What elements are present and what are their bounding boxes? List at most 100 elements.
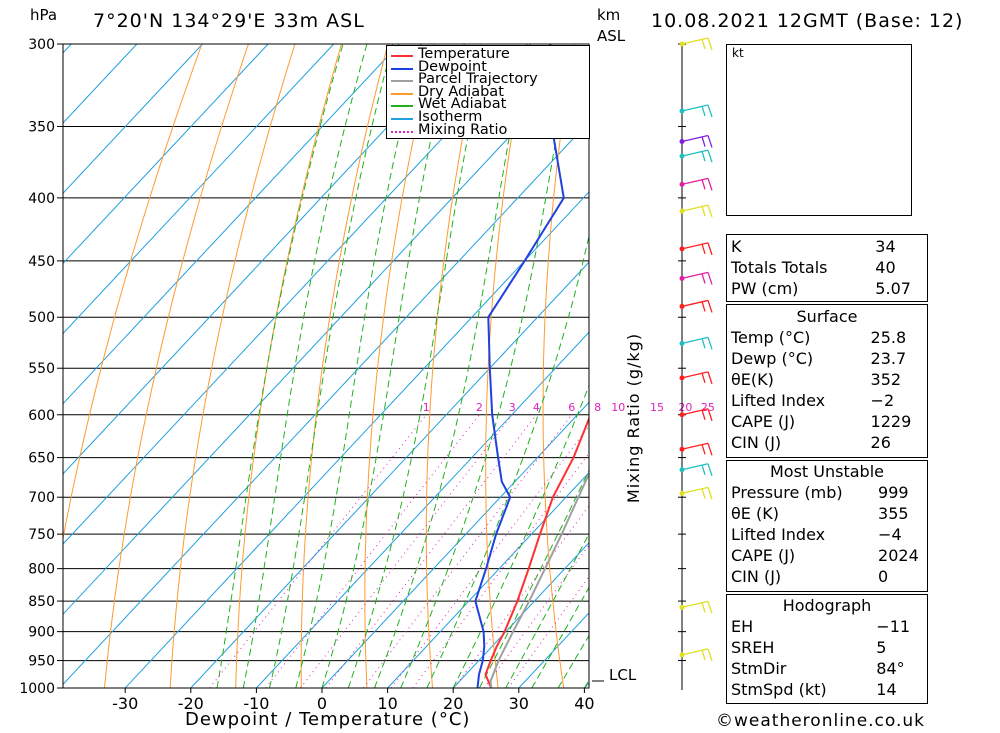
temperature-tick-label: 30 [509, 694, 529, 713]
mixing-ratio-label: 4 [533, 401, 540, 414]
wind-barb-flag [701, 105, 706, 117]
wet-adiabat-line [374, 44, 528, 688]
index-value: 1229 [870, 412, 912, 431]
credit-link[interactable]: ©weatheronline.co.uk [716, 711, 926, 731]
legend-swatch-dry_adiabat [391, 92, 413, 95]
hodograph-indices-box: Hodograph EH −11 SREH 5 StmDir 84° StmSpd (kt)… [726, 594, 928, 704]
wind-barb-flag [707, 408, 713, 421]
index-value: 999 [878, 483, 909, 502]
wind-barb-flag [701, 243, 706, 255]
index-value: 5.07 [875, 279, 911, 298]
mixing-ratio-line [453, 505, 589, 688]
index-label: Pressure (mb) [731, 483, 843, 502]
index-label: CAPE (J) [731, 412, 796, 431]
wind-barb-flag [707, 149, 713, 163]
index-value: 26 [870, 433, 891, 452]
index-row: StmSpd (kt) 14 [727, 679, 927, 700]
mixing-ratio-label: 25 [701, 401, 715, 414]
index-value: 355 [878, 504, 909, 523]
index-row: Pressure (mb) 999 [727, 482, 927, 503]
wind-barb-shaft [681, 408, 709, 416]
isotherm-line [63, 50, 589, 615]
pressure-tick-label: 1000 [19, 681, 55, 697]
wind-barb-shaft [681, 204, 709, 212]
legend-label-dry_adiabat: Dry Adiabat [418, 83, 504, 100]
index-value: 352 [870, 370, 902, 389]
wind-barb-flag [707, 300, 713, 313]
legend-swatch-mixing_ratio [391, 130, 413, 133]
isotherm-line [124, 191, 589, 688]
pressure-tick-label: 900 [28, 625, 55, 641]
pressure-tick-label: 800 [28, 562, 55, 578]
wet-adiabat-line [295, 44, 422, 688]
wind-barb-flag [707, 204, 713, 218]
isotherm-line [321, 401, 589, 688]
isotherm-line [63, 44, 531, 545]
pressure-tick-label: 750 [28, 527, 55, 543]
mixing-ratio-label: 6 [568, 401, 575, 414]
wind-barb-shaft [681, 37, 709, 45]
wind-barb-shaft [681, 299, 709, 308]
pressure-tick-label: 400 [28, 191, 55, 207]
temperature-profile [484, 416, 589, 688]
wind-level-dot [679, 303, 685, 309]
index-value: 5 [876, 638, 887, 657]
index-label: StmSpd (kt) [731, 680, 827, 699]
wind-barb-shaft [681, 134, 709, 143]
index-row: CAPE (J) 1229 [727, 411, 927, 432]
pressure-tick-label: 300 [28, 37, 55, 53]
isotherm-line [190, 261, 589, 688]
temperature-tick-label: -30 [112, 694, 138, 713]
index-value: 14 [876, 680, 897, 699]
index-label: θE (K) [731, 504, 779, 523]
index-label: EH [731, 617, 754, 636]
mixing-ratio-label: 10 [611, 401, 625, 414]
most-unstable-table: Pressure (mb) 999 θE (K) 355 Lifted Index −4 C… [727, 482, 927, 587]
index-row: EH −11 [727, 616, 927, 637]
wind-barb-flag [701, 464, 706, 475]
wind-level-dot [679, 652, 685, 658]
wind-barb-shaft [681, 442, 709, 450]
wet-adiabat-line [269, 44, 394, 688]
general-indices-box: K 34 Totals Totals 40 PW (cm) 5.07 [726, 234, 928, 302]
hodograph-unit: kt [732, 46, 744, 60]
index-label: CAPE (J) [731, 546, 796, 565]
wind-level-dot [679, 139, 685, 145]
hpa-axis-unit: hPa [30, 6, 58, 24]
surface-box: Surface Temp (°C) 25.8 Dewp (°C) 23.7 θE(K) 3… [726, 304, 928, 458]
temperature-tick-label: -10 [243, 694, 269, 713]
wind-level-dot [679, 181, 685, 187]
wind-barb-shaft [681, 271, 709, 280]
wind-barb-flag [707, 272, 713, 285]
hodograph-box [726, 44, 912, 216]
isotherm-line [256, 331, 589, 688]
index-row: Lifted Index −2 [727, 390, 927, 411]
wet-adiabat-line [321, 44, 453, 688]
wind-barb-flag [707, 178, 713, 191]
wind-level-dot [679, 275, 685, 281]
parcel-profile [489, 471, 589, 688]
legend-label-temperature: Temperature [418, 46, 510, 62]
wind-barb-flag [707, 648, 713, 662]
wind-barb-flag [707, 463, 713, 476]
most-unstable-box: Most Unstable Pressure (mb) 999 θE (K) 355 L… [726, 460, 928, 592]
legend-label-isotherm: Isotherm [418, 109, 483, 125]
index-label: Temp (°C) [731, 328, 811, 347]
isotherm-line [63, 44, 138, 124]
dry-adiabat-line [946, 44, 1000, 688]
mixing-ratio-line [300, 414, 513, 688]
wet-adiabat-line [426, 233, 589, 688]
wind-barb-shaft [681, 242, 709, 250]
index-row: StmDir 84° [727, 658, 927, 679]
dry-adiabat-line [425, 44, 482, 688]
wind-barb-flag [707, 487, 713, 500]
pressure-tick-label: 500 [28, 310, 55, 326]
wind-level-dot [679, 208, 685, 214]
general-indices-table: K 34 Totals Totals 40 PW (cm) 5.07 [727, 236, 927, 299]
wet-adiabat-line [452, 384, 589, 688]
legend-swatch-isotherm [391, 118, 413, 120]
lcl-label: LCL [609, 666, 637, 684]
index-label: Lifted Index [731, 391, 826, 410]
surface-table: Temp (°C) 25.8 Dewp (°C) 23.7 θE(K) 352 Lifted… [727, 327, 927, 453]
mixing-ratio-label: 8 [594, 401, 601, 414]
